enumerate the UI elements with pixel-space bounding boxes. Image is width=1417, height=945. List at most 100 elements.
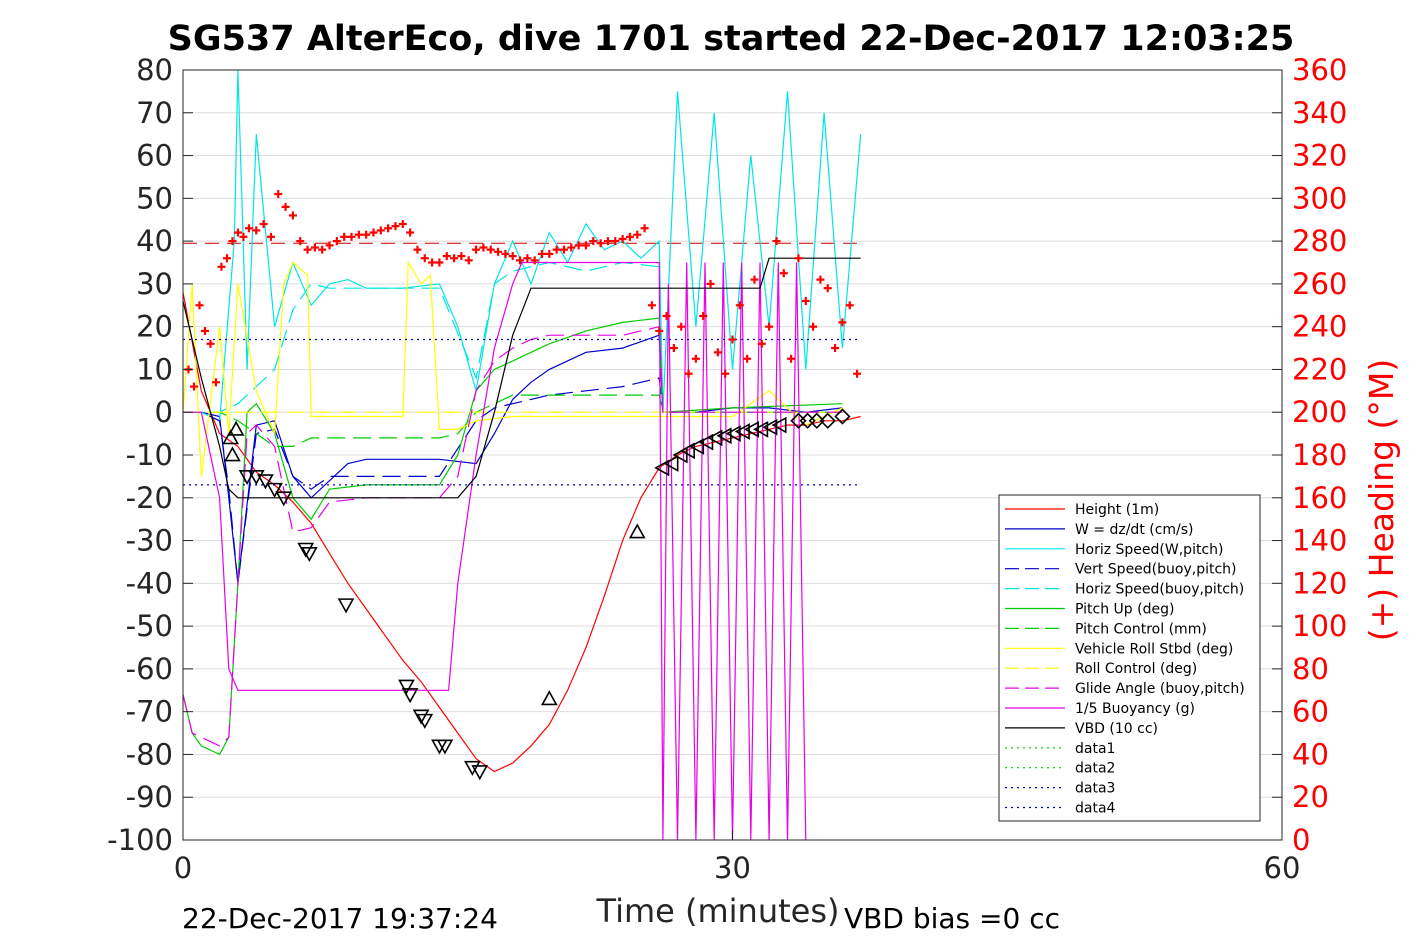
- height-marker: [337, 598, 355, 614]
- heading-point: [413, 245, 422, 254]
- height-marker: [819, 412, 836, 429]
- heading-point: [369, 228, 378, 237]
- y-tick-label: -10: [126, 438, 173, 472]
- y-tick-label: -100: [107, 823, 173, 857]
- height-marker: [436, 739, 454, 755]
- heading-point: [420, 254, 429, 263]
- heading-point: [233, 228, 242, 237]
- heading-point: [735, 301, 744, 310]
- heading-point: [303, 245, 312, 254]
- y2-tick-label: 100: [1292, 609, 1347, 643]
- y-tick-label: -50: [126, 609, 173, 643]
- heading-point: [347, 232, 356, 241]
- heading-point: [206, 339, 215, 348]
- y2-tick-label: 0: [1292, 823, 1310, 857]
- heading-point: [706, 279, 715, 288]
- heading-point: [530, 256, 539, 265]
- heading-point: [794, 254, 803, 263]
- y2-tick-label: 240: [1292, 310, 1347, 344]
- series-horiz_w: [183, 70, 862, 422]
- height-marker: [540, 690, 558, 706]
- heading-point: [472, 245, 481, 254]
- heading-point: [691, 354, 700, 363]
- heading-point: [362, 230, 371, 239]
- heading-point: [239, 232, 248, 241]
- heading-point: [845, 301, 854, 310]
- y2-tick-label: 160: [1292, 481, 1347, 515]
- heading-point: [428, 258, 437, 267]
- height-marker: [679, 442, 695, 460]
- height-marker: [471, 765, 489, 781]
- plot-series-layer: [183, 70, 862, 840]
- y2-tick-label: 20: [1292, 780, 1329, 814]
- heading-point: [640, 224, 649, 233]
- heading-point: [450, 254, 459, 263]
- legend-label-data1: data1: [1075, 741, 1115, 757]
- legend: Height (1m) W = dz/dt (cm/s) Horiz Speed(W…: [998, 494, 1261, 822]
- heading-point: [838, 318, 847, 327]
- heading-point: [647, 301, 656, 310]
- height-marker: [663, 455, 679, 472]
- heading-point: [340, 232, 349, 241]
- legend-label-data2: data2: [1075, 761, 1115, 777]
- y-tick-label: 50: [136, 181, 173, 215]
- legend-label-glide: Glide Angle (buoy,pitch): [1075, 681, 1245, 697]
- height-marker: [628, 523, 646, 539]
- heading-point: [721, 369, 730, 378]
- y2-tick-label: 120: [1292, 566, 1347, 600]
- heading-point: [189, 382, 198, 391]
- height-marker: [401, 688, 419, 704]
- height-marker: [808, 412, 825, 429]
- legend-label-horiz_w: Horiz Speed(W,pitch): [1075, 542, 1223, 558]
- heading-point: [211, 378, 220, 387]
- heading-point: [823, 284, 832, 293]
- height-marker: [412, 709, 430, 725]
- y-tick-label: 60: [136, 139, 173, 173]
- height-marker: [238, 469, 256, 486]
- y-tick-label: -80: [126, 737, 173, 771]
- y2-tick-label: 180: [1292, 438, 1347, 472]
- height-marker: [222, 429, 239, 445]
- heading-point: [296, 237, 305, 246]
- heading-point: [801, 297, 810, 305]
- y2-tick-label: 320: [1292, 139, 1347, 173]
- heading-point: [442, 252, 451, 261]
- y2-tick-label: 300: [1292, 181, 1347, 215]
- height-marker: [464, 760, 481, 776]
- y-tick-label: -30: [126, 524, 173, 558]
- legend-label-horiz_buoy: Horiz Speed(buoy,pitch): [1075, 582, 1244, 598]
- legend-label-pitch_ctrl: Pitch Control (mm): [1075, 621, 1207, 637]
- heading-point: [831, 344, 840, 353]
- footer-timestamp: 22-Dec-2017 19:37:24: [182, 902, 498, 935]
- heading-point: [310, 243, 319, 252]
- height-marker: [698, 433, 714, 451]
- series-vbd: [183, 257, 861, 499]
- x-tick-label: 30: [714, 851, 751, 885]
- height-marker: [275, 491, 293, 507]
- heading-point: [713, 348, 722, 357]
- height-marker: [689, 438, 705, 455]
- heading-point: [244, 224, 253, 233]
- heading-point: [281, 202, 290, 211]
- y-tick-label: 30: [136, 267, 173, 301]
- x-tick-label: 0: [174, 851, 192, 885]
- height-marker: [654, 459, 670, 477]
- series-horiz_buoy: [183, 261, 843, 413]
- height-marker: [398, 679, 415, 695]
- y2-tick-label: 220: [1292, 352, 1347, 386]
- y2-tick-label: 280: [1292, 224, 1347, 258]
- y-tick-label: -40: [126, 566, 173, 600]
- heading-point: [603, 237, 612, 246]
- y-tick-label: -70: [126, 695, 173, 729]
- heading-point: [435, 258, 444, 267]
- y-tick-label: -90: [126, 780, 173, 814]
- right-y-axis: 3603403203002802602402202001801601401201…: [1272, 53, 1347, 857]
- heading-point: [479, 243, 488, 252]
- heading-point: [266, 232, 275, 241]
- heading-point: [195, 301, 204, 310]
- heading-point: [332, 237, 341, 246]
- heading-point: [228, 237, 237, 246]
- heading-point: [252, 226, 261, 235]
- heading-point: [669, 344, 678, 353]
